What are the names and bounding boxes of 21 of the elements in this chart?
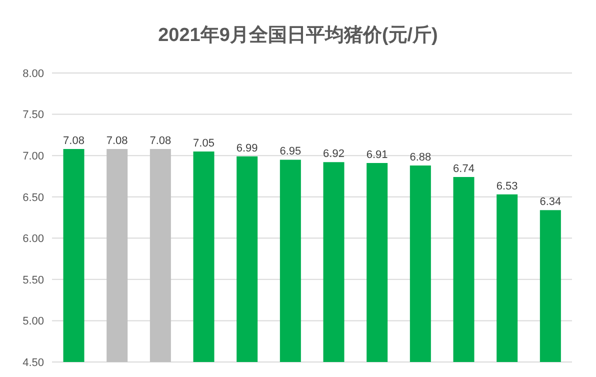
data-label: 7.08: [63, 134, 84, 147]
y-tick-label: 5.00: [22, 316, 44, 328]
data-label: 6.88: [410, 151, 432, 164]
data-label: 7.08: [150, 134, 172, 147]
data-label: 6.95: [280, 146, 302, 158]
data-label: 6.92: [323, 148, 344, 160]
y-tick-label: 7.50: [22, 109, 44, 122]
y-tick-label: 6.00: [22, 233, 44, 246]
data-label: 6.91: [366, 149, 388, 162]
y-tick-label: 4.50: [22, 356, 44, 369]
data-label: 7.05: [193, 137, 214, 150]
y-tick-label: 6.50: [22, 192, 44, 204]
data-label: 6.99: [236, 142, 258, 154]
y-tick-label: 8.00: [22, 68, 44, 80]
data-label: 6.74: [453, 163, 474, 176]
data-label: 7.08: [106, 134, 128, 147]
data-label: 6.53: [496, 180, 518, 192]
data-label: 6.34: [540, 196, 562, 208]
chart-title: 2021年9月全国日平均猪价(元/斤): [157, 24, 439, 48]
y-tick-label: 5.50: [22, 274, 44, 286]
y-tick-label: 7.00: [22, 150, 44, 162]
